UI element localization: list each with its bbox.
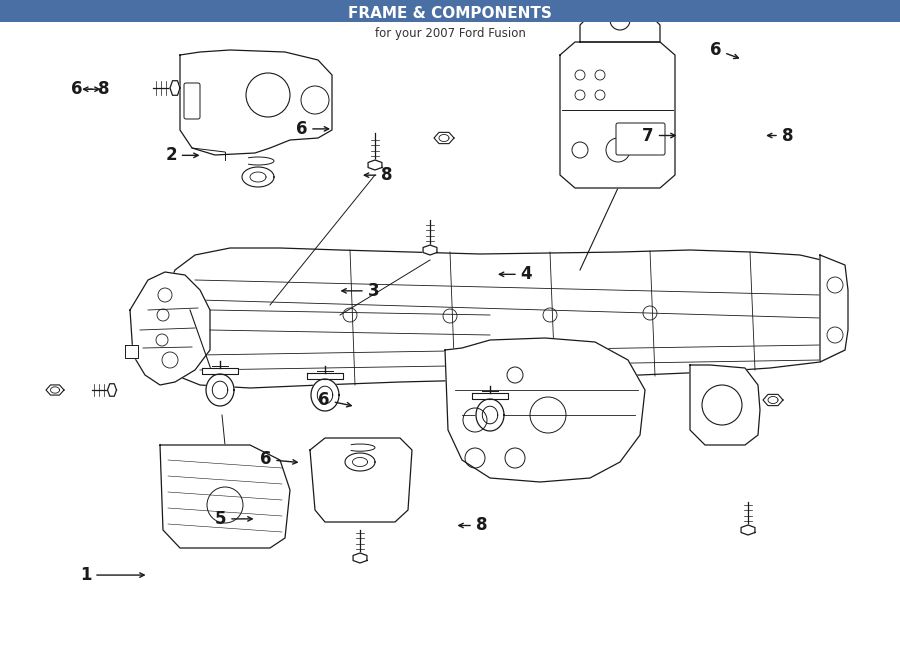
Polygon shape [690,365,760,445]
Text: 2: 2 [166,146,198,165]
Polygon shape [476,399,504,431]
FancyBboxPatch shape [616,123,665,155]
Polygon shape [345,453,375,471]
Polygon shape [560,42,675,188]
Text: 1: 1 [80,566,144,584]
Text: 3: 3 [342,282,379,300]
Polygon shape [242,167,274,187]
Polygon shape [170,81,180,95]
Polygon shape [130,272,210,385]
Polygon shape [180,50,332,155]
Text: 7: 7 [643,126,675,145]
Polygon shape [445,338,645,482]
Polygon shape [368,160,382,170]
Polygon shape [202,368,238,374]
Text: 8: 8 [364,166,392,184]
Text: 6: 6 [260,450,297,469]
Polygon shape [107,384,116,396]
Text: 6: 6 [319,391,351,409]
Text: for your 2007 Ford Fusion: for your 2007 Ford Fusion [374,26,526,40]
FancyBboxPatch shape [184,83,200,119]
Polygon shape [310,438,412,522]
Text: 5: 5 [215,510,252,528]
Polygon shape [206,374,234,406]
Text: 6: 6 [71,80,99,98]
Text: FRAME & COMPONENTS: FRAME & COMPONENTS [348,7,552,22]
Polygon shape [125,345,138,358]
Text: 8: 8 [459,516,487,535]
Polygon shape [434,132,454,143]
Polygon shape [580,15,660,42]
Polygon shape [353,553,367,563]
Polygon shape [763,395,783,406]
Text: 8: 8 [84,80,109,98]
Polygon shape [160,445,290,548]
Polygon shape [46,385,64,395]
Polygon shape [741,525,755,535]
Polygon shape [423,245,436,255]
Text: 8: 8 [768,126,793,145]
Polygon shape [472,393,508,399]
Text: 6: 6 [710,40,738,59]
Bar [0,0,900,22]
Polygon shape [311,379,339,411]
Polygon shape [158,248,845,388]
Text: 6: 6 [296,120,328,138]
Polygon shape [820,255,848,362]
Text: 4: 4 [500,265,532,284]
Polygon shape [307,373,343,379]
